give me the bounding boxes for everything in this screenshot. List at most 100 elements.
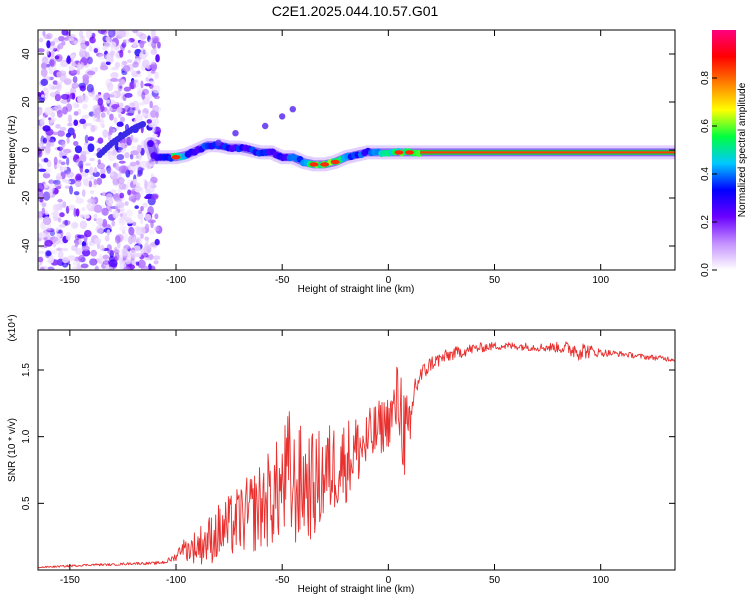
noise-speck — [119, 49, 124, 58]
noise-speck — [65, 56, 72, 65]
noise-speck — [73, 119, 79, 127]
noise-speck — [100, 167, 106, 175]
noise-speck — [79, 44, 88, 49]
noise-speck — [70, 53, 76, 60]
noise-speck — [119, 102, 124, 109]
x-tick-label: -100 — [166, 275, 186, 286]
noise-speck — [105, 99, 111, 104]
noise-speck — [43, 236, 48, 241]
noise-speck — [137, 236, 142, 246]
noise-speck — [72, 76, 78, 83]
noise-speck — [102, 254, 110, 260]
noise-speck — [119, 254, 123, 261]
noise-speck — [132, 178, 137, 186]
noise-speck — [123, 233, 129, 242]
noise-speck — [55, 123, 61, 129]
noise-speck — [154, 106, 162, 113]
noise-speck — [94, 237, 102, 245]
noise-speck — [145, 93, 153, 99]
noise-speck — [38, 48, 45, 53]
noise-speck — [132, 236, 140, 245]
noise-speck — [120, 78, 126, 85]
noise-speck — [86, 70, 96, 76]
snr-x-axis: -150 -100 -50 0 50 100 — [60, 330, 609, 586]
noise-speck — [130, 145, 136, 150]
noise-speck — [144, 180, 148, 190]
noise-speck — [149, 64, 156, 69]
noise-speck — [148, 123, 156, 128]
noise-speck — [151, 194, 159, 200]
noise-speck — [54, 183, 62, 188]
ridge-peak — [171, 155, 181, 160]
noise-speck — [48, 58, 57, 68]
noise-speck — [76, 175, 82, 181]
noise-speck — [77, 38, 86, 44]
noise-speck — [68, 37, 75, 42]
noise-speck — [73, 141, 79, 146]
noise-speck — [155, 54, 160, 63]
noise-speck — [121, 229, 126, 235]
noise-speck — [90, 249, 98, 257]
noise-speck — [56, 80, 63, 85]
noise-speck — [99, 117, 105, 126]
noise-speck — [89, 157, 95, 162]
noise-speck — [93, 47, 99, 54]
noise-speck — [58, 224, 67, 228]
noise-speck — [56, 185, 62, 190]
noise-speck — [41, 202, 47, 208]
noise-speck — [66, 137, 70, 144]
noise-speck — [109, 78, 119, 82]
noise-speck — [65, 205, 70, 214]
noise-speck — [122, 39, 127, 45]
x-tick-label: 50 — [489, 575, 501, 586]
noise-speck — [124, 105, 131, 112]
noise-speck — [102, 218, 108, 228]
noise-speck — [137, 211, 144, 220]
noise-speck — [131, 260, 137, 265]
noise-speck — [109, 50, 115, 58]
noise-speck — [102, 45, 108, 51]
noise-speck — [38, 250, 45, 254]
noise-speck — [82, 103, 88, 110]
noise-speck — [107, 56, 114, 63]
noise-speck — [136, 70, 141, 75]
noise-speck — [109, 41, 117, 49]
noise-speck — [130, 134, 134, 140]
noise-speck — [62, 257, 69, 264]
noise-speck — [42, 125, 51, 132]
spur-blob — [232, 130, 239, 137]
noise-speck — [139, 160, 149, 168]
noise-speck — [40, 78, 49, 86]
noise-speck — [54, 55, 60, 60]
noise-speck — [80, 214, 85, 218]
noise-speck — [121, 247, 128, 257]
noise-speck — [82, 114, 90, 119]
noise-speck — [107, 30, 116, 38]
noise-speck — [87, 56, 93, 65]
noise-speck — [48, 83, 53, 90]
noise-speck — [118, 165, 127, 174]
noise-speck — [43, 226, 51, 231]
noise-speck — [117, 30, 126, 38]
noise-speck — [96, 162, 106, 170]
noise-speck — [129, 102, 135, 107]
noise-speck — [132, 30, 139, 34]
noise-speck — [124, 201, 129, 206]
noise-speck — [59, 203, 64, 209]
noise-speck — [129, 161, 138, 167]
noise-speck — [41, 115, 46, 123]
noise-speck — [38, 162, 41, 167]
noise-speck — [52, 80, 58, 85]
noise-speck — [46, 49, 50, 56]
noise-speck — [83, 214, 90, 219]
noise-speck — [46, 32, 53, 40]
noise-speck — [40, 94, 45, 98]
noise-speck — [68, 114, 72, 124]
noise-speck — [155, 225, 163, 234]
y-tick-label: -40 — [21, 238, 32, 253]
colorbar-tick-label: 0.6 — [700, 119, 711, 133]
x-tick-label: 100 — [592, 275, 609, 286]
noise-speck — [87, 136, 95, 142]
noise-speck — [67, 255, 76, 262]
noise-speck — [97, 97, 104, 106]
